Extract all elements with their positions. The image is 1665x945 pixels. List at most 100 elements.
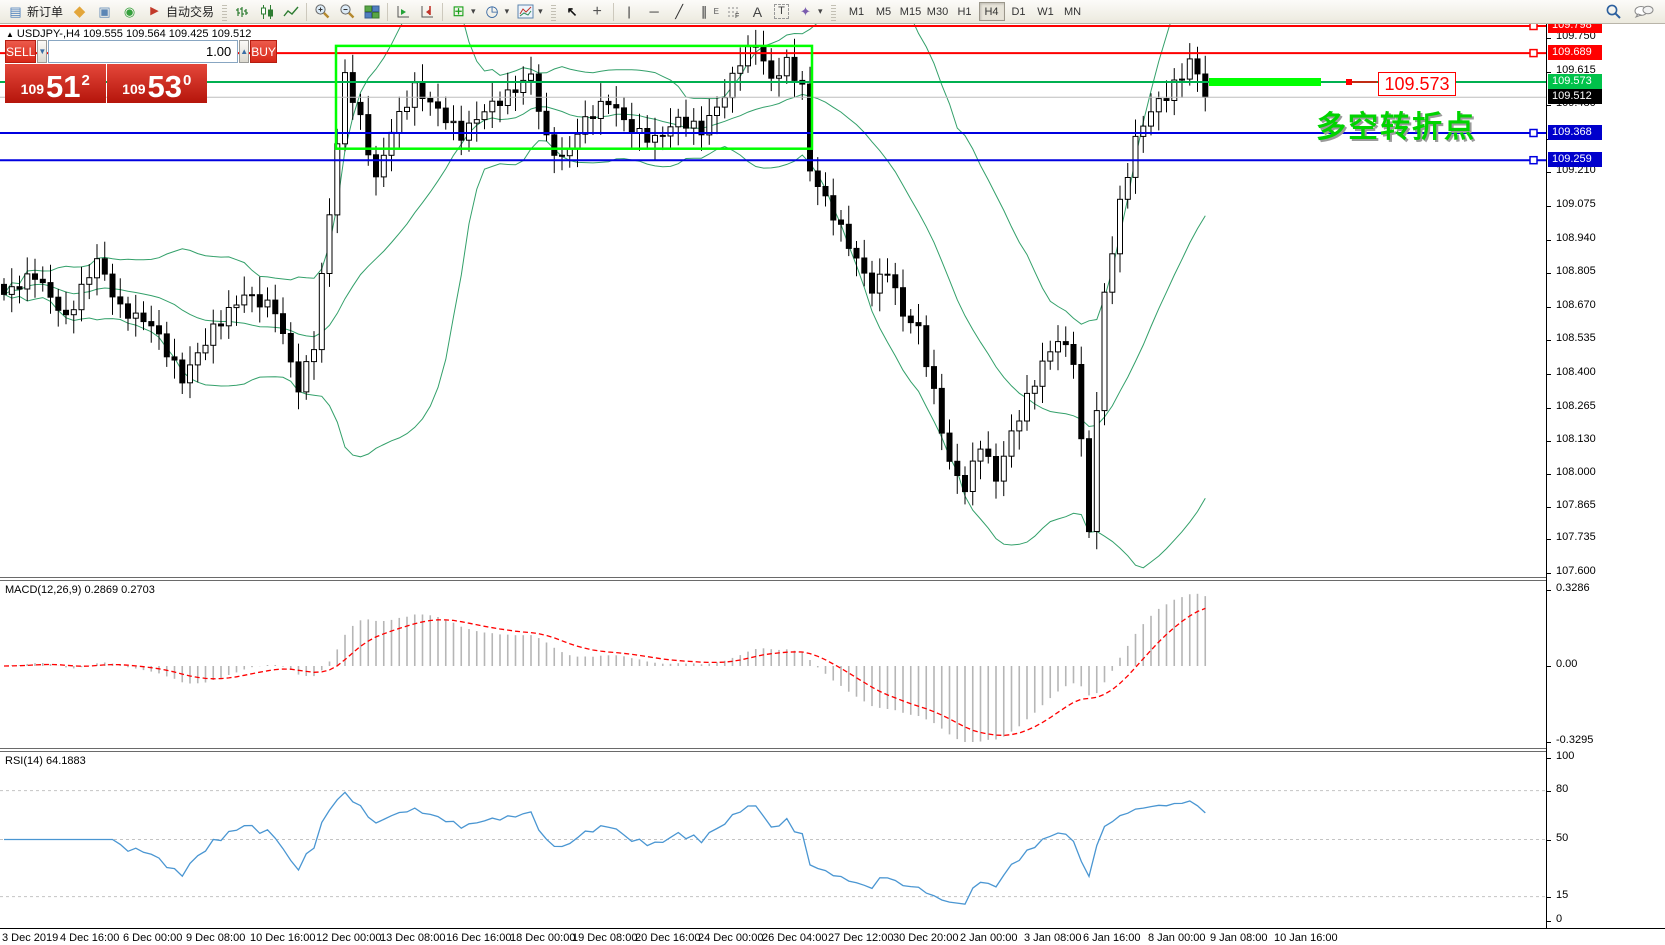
label-tool-button[interactable]: T	[770, 2, 793, 22]
timeframe-button-d1[interactable]: D1	[1011, 5, 1026, 18]
templates-button[interactable]: ▾	[513, 2, 547, 22]
line-chart-mode-button[interactable]	[279, 2, 303, 22]
sell-price-sup: 2	[81, 72, 90, 89]
add-indicator-icon: ⊞	[452, 3, 465, 20]
time-axis-label: 2 Jan 00:00	[960, 932, 1018, 944]
search-button[interactable]	[1601, 2, 1626, 22]
time-axis-label: 13 Dec 08:00	[380, 932, 446, 944]
time-axis-label: 10 Jan 16:00	[1274, 932, 1338, 944]
volume-increase-button[interactable]: ▲	[239, 40, 250, 63]
volume-input[interactable]	[48, 40, 239, 63]
new-order-label: 新订单	[27, 5, 64, 19]
buy-price-prefix: 109	[122, 81, 146, 97]
equidistant-channel-icon: ∥	[700, 4, 708, 19]
cursor-tool-button[interactable]: ↖	[560, 2, 585, 22]
chevron-down-icon: ▾	[817, 6, 823, 16]
price-badge: 109.512	[1548, 89, 1602, 105]
indicators-button[interactable]: ⊞ ▾	[446, 2, 480, 22]
buy-button[interactable]: BUY	[250, 40, 277, 63]
text-tool-button[interactable]: A	[745, 2, 770, 22]
price-axis[interactable]: 109.750109.615109.480109.345109.210109.0…	[1546, 18, 1665, 928]
timeframe-button-mn[interactable]: MN	[1063, 5, 1082, 18]
rsi-pane[interactable]	[0, 752, 1546, 926]
axis-tick-label: 109.210	[1556, 164, 1596, 177]
bar-chart-icon	[236, 6, 249, 17]
toolbar-grip	[222, 2, 228, 21]
time-axis-label: 10 Dec 16:00	[250, 932, 316, 944]
toolbar-grip	[550, 2, 556, 21]
axis-tick-label: 108.805	[1556, 265, 1596, 278]
axis-tickmark	[1547, 441, 1551, 443]
trendline-tool-button[interactable]: ╱	[667, 2, 692, 22]
time-axis-label: 16 Dec 16:00	[446, 932, 512, 944]
new-order-button[interactable]: ▤ 新订单	[3, 2, 67, 22]
line-chart-icon	[283, 6, 299, 16]
candlestick-mode-button[interactable]	[255, 2, 279, 22]
crosshair-tool-button[interactable]: +	[585, 2, 610, 22]
pane-separator[interactable]	[0, 748, 1665, 749]
toolbar-right-group	[1601, 2, 1662, 22]
macd-pane[interactable]	[0, 581, 1546, 747]
time-axis-label: 3 Dec 2019	[2, 932, 59, 944]
text-tool-icon: A	[752, 3, 763, 20]
auto-trading-button[interactable]: ▶ 自动交易	[142, 2, 218, 22]
chart-shift-button[interactable]	[415, 2, 439, 22]
periods-button[interactable]: ◷ ▾	[480, 2, 514, 22]
tile-windows-button[interactable]	[360, 2, 384, 22]
timeframe-button-m5[interactable]: M5	[875, 5, 892, 18]
hline-tool-button[interactable]: ─	[642, 2, 667, 22]
bar-chart-mode-button[interactable]	[231, 2, 255, 22]
buy-price-box[interactable]: 109 53 0	[106, 64, 207, 103]
pane-separator[interactable]	[0, 577, 1665, 578]
axis-tickmark	[1547, 758, 1551, 759]
pane-separator[interactable]	[0, 580, 1665, 581]
axis-tick-label: 108.670	[1556, 298, 1596, 311]
timeframe-button-m1[interactable]: M1	[848, 5, 865, 18]
time-axis-label: 26 Dec 04:00	[762, 932, 828, 944]
timeframe-button-m15[interactable]: M15	[899, 5, 922, 18]
arrows-tool-button[interactable]: ✦ ▾	[793, 2, 827, 22]
sell-button[interactable]: SELL	[5, 40, 37, 63]
auto-scroll-button[interactable]	[391, 2, 415, 22]
timeframe-button-h1[interactable]: H1	[957, 5, 972, 18]
volume-decrease-button[interactable]: ▼	[37, 40, 48, 63]
toolbar-separator	[612, 2, 614, 21]
symbol-ohlc-text: USDJPY-,H4 109.555 109.564 109.425 109.5…	[16, 28, 252, 40]
chart-area[interactable]: ▲ USDJPY-,H4 109.555 109.564 109.425 109.…	[0, 18, 1665, 945]
symbol-marker-icon: ▲	[6, 30, 14, 39]
sell-price-box[interactable]: 109 51 2	[5, 64, 106, 103]
market-button[interactable]: ◆	[67, 2, 92, 22]
price-callout-label[interactable]: 109.573	[1378, 72, 1456, 96]
arrows-tool-icon: ✦	[800, 4, 811, 19]
pane-separator[interactable]	[0, 751, 1665, 752]
time-axis[interactable]: 3 Dec 2019 4 Dec 16:00 6 Dec 00:00 9 Dec 08…	[0, 928, 1665, 945]
zoom-in-button[interactable]	[310, 2, 335, 22]
axis-tickmark	[1547, 273, 1551, 275]
clock-icon: ◷	[485, 3, 499, 20]
axis-tickmark	[1547, 105, 1551, 107]
chinese-annotation-text[interactable]: 多空转折点	[1316, 111, 1476, 144]
signals-button[interactable]: ◉	[117, 2, 142, 22]
axis-tickmark	[1547, 840, 1551, 841]
zoom-out-button[interactable]	[335, 2, 360, 22]
axis-tick-label: 107.735	[1556, 531, 1596, 544]
timeframe-button-w1[interactable]: W1	[1037, 5, 1054, 18]
charts-window-icon: ▣	[98, 4, 111, 19]
sell-price-prefix: 109	[20, 81, 45, 97]
toolbar-separator	[387, 2, 389, 21]
channel-tool-button[interactable]: ∥ E	[692, 2, 723, 22]
time-axis-label: 12 Dec 00:00	[316, 932, 382, 944]
main-price-pane[interactable]	[0, 24, 1546, 576]
time-axis-label: 4 Dec 16:00	[60, 932, 120, 944]
tile-windows-icon	[364, 5, 380, 18]
timeframe-button-m30[interactable]: M30	[926, 5, 949, 18]
timeframe-button-h4[interactable]: H4	[978, 2, 1005, 21]
vline-tool-button[interactable]: |	[617, 2, 642, 22]
buy-price-sup: 0	[183, 72, 192, 89]
fibonacci-tool-button[interactable]: F	[723, 2, 745, 22]
axis-tickmark	[1547, 921, 1551, 922]
chat-button[interactable]	[1630, 2, 1658, 22]
charts-window-button[interactable]: ▣	[92, 2, 117, 22]
